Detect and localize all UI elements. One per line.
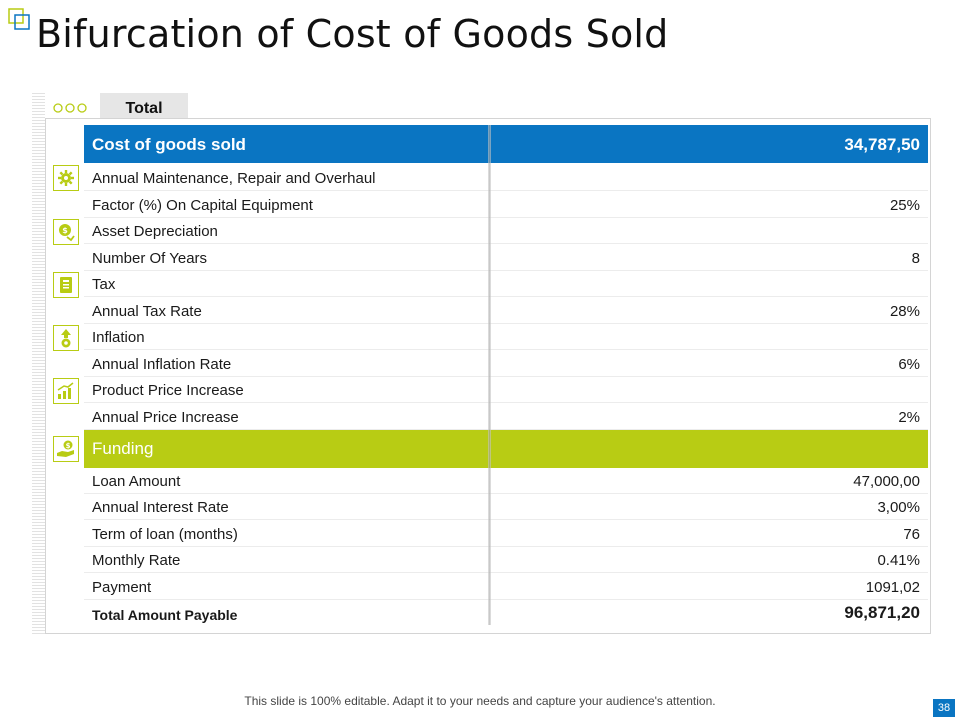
total-row: Total Amount Payable 96,871,20 (84, 600, 928, 626)
row-value: 47,000,00 (853, 473, 920, 490)
row-value: 3,00% (877, 499, 920, 516)
row-label: Annual Tax Rate (92, 303, 202, 320)
table-row: Number Of Years 8 (84, 245, 928, 271)
document-icon (53, 272, 79, 298)
header-label: Cost of goods sold (92, 135, 246, 154)
decorative-stripe (32, 93, 45, 635)
table-header-row: Cost of goods sold 34,787,50 (84, 125, 928, 163)
table-row: Tax (84, 271, 928, 297)
row-value: 28% (889, 303, 920, 320)
table-row: Monthly Rate 0.41% (84, 547, 928, 573)
svg-text:$: $ (62, 226, 68, 235)
row-value: 2% (898, 409, 920, 426)
row-label: Asset Depreciation (92, 223, 218, 240)
row-label: Tax (92, 276, 116, 293)
row-label: Number Of Years (92, 250, 208, 267)
row-label: Payment (92, 579, 152, 596)
dollar-coin-icon: $ (53, 219, 79, 245)
row-label: Annual Maintenance, Repair and Overhaul (92, 170, 376, 187)
table-row: Asset Depreciation (84, 218, 928, 244)
svg-text:$: $ (66, 442, 71, 450)
table-row: Payment 1091,02 (84, 574, 928, 600)
table-row: Annual Maintenance, Repair and Overhaul (84, 165, 928, 191)
row-label: Product Price Increase (92, 382, 244, 399)
hand-money-icon: $ (53, 436, 79, 462)
page-number: 38 (933, 699, 955, 717)
table-row: Term of loan (months) 76 (84, 521, 928, 547)
dots-icon (53, 103, 87, 113)
table-row: Inflation (84, 324, 928, 350)
gear-icon (53, 165, 79, 191)
row-value: 76 (903, 526, 920, 543)
page-title: Bifurcation of Cost of Goods Sold (36, 12, 669, 56)
table-row: Factor (%) On Capital Equipment 25% (84, 192, 928, 218)
row-label: Monthly Rate (92, 552, 181, 569)
row-label: Term of loan (months) (92, 526, 238, 543)
row-label: Loan Amount (92, 473, 181, 490)
table-row: Product Price Increase (84, 377, 928, 403)
row-value: 0.41% (877, 552, 920, 569)
bar-chart-icon (53, 378, 79, 404)
table-row: Annual Interest Rate 3,00% (84, 494, 928, 520)
footer-note: This slide is 100% editable. Adapt it to… (244, 694, 716, 708)
row-value: 8 (911, 250, 920, 267)
row-label: Annual Price Increase (92, 409, 239, 426)
funding-header-row: Funding (84, 430, 928, 468)
total-label: Total Amount Payable (92, 607, 238, 623)
row-label: Inflation (92, 329, 145, 346)
arrow-up-coin-icon (53, 325, 79, 351)
row-label: Factor (%) On Capital Equipment (92, 197, 313, 214)
row-label: Annual Interest Rate (92, 499, 229, 516)
row-label: Annual Inflation Rate (92, 356, 232, 373)
table-row: Loan Amount 47,000,00 (84, 468, 928, 494)
column-divider (488, 125, 491, 625)
row-value: 25% (889, 197, 920, 214)
total-value: 96,871,20 (844, 603, 920, 622)
table-row: Annual Tax Rate 28% (84, 298, 928, 324)
table-row: Annual Inflation Rate 6% (84, 351, 928, 377)
corner-decoration-icon (8, 8, 30, 30)
row-value: 6% (898, 356, 920, 373)
header-value: 34,787,50 (844, 135, 920, 154)
funding-label: Funding (92, 439, 154, 458)
row-value: 1091,02 (865, 579, 920, 596)
table-row: Annual Price Increase 2% (84, 404, 928, 430)
